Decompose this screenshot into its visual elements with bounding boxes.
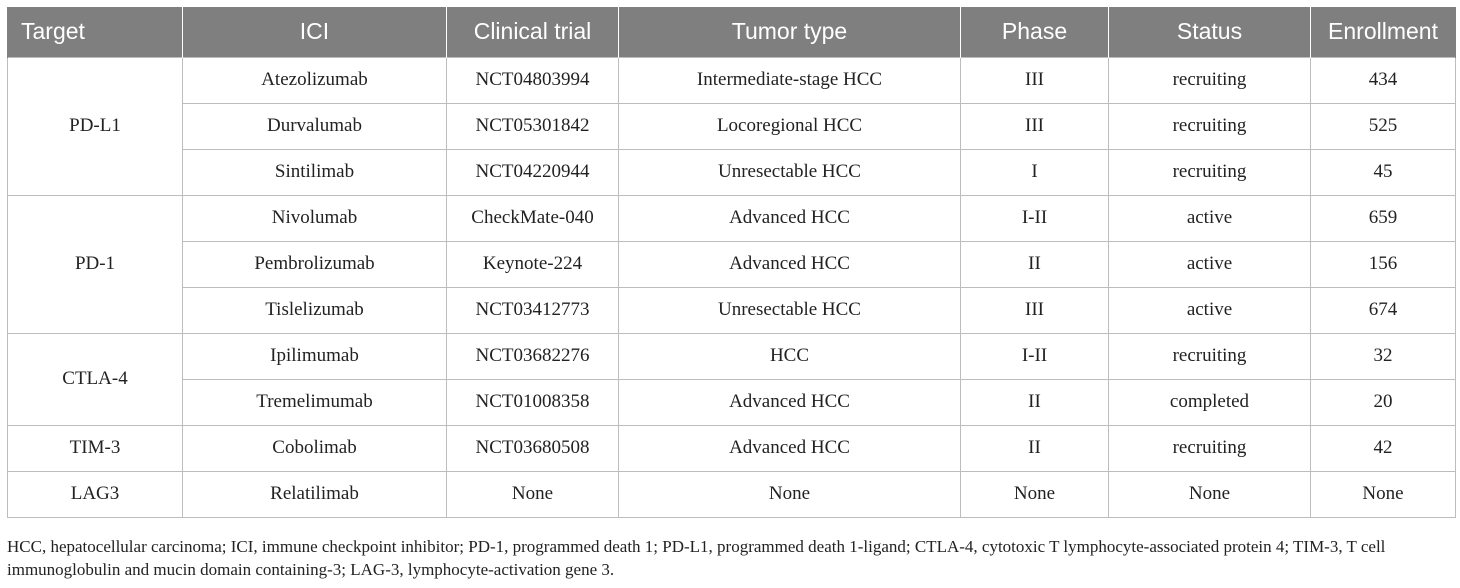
status-cell: active [1108,194,1311,242]
status-cell: active [1108,240,1311,288]
status-cell: recruiting [1108,56,1311,104]
column-header-phase: Phase [960,7,1109,57]
tumor-type-cell: Unresectable HCC [618,286,961,334]
tumor-type-cell: Locoregional HCC [618,102,961,150]
ici-cell: Atezolizumab [182,56,447,104]
target-cell: PD-L1 [7,56,183,196]
column-header-enrollment: Enrollment [1310,7,1456,57]
enrollment-cell: 32 [1310,332,1456,380]
table-row: PD-1 Nivolumab CheckMate-040 Advanced HCC I-… [7,194,1456,334]
column-header-target: Target [7,7,183,57]
ici-cell: Durvalumab [182,102,447,150]
ici-cell: Nivolumab [182,194,447,242]
clinical-trial-cell: NCT03412773 [446,286,619,334]
ici-cell: Tremelimumab [182,378,447,426]
tumor-type-cell: Advanced HCC [618,240,961,288]
clinical-trials-table: Target ICI Clinical trial Tumor type Phase St… [7,7,1456,518]
enrollment-cell: 42 [1310,424,1456,472]
table-row: LAG3 Relatilimab None None None None None [7,470,1456,518]
table-row: PD-L1 Atezolizumab NCT04803994 Intermediate… [7,56,1456,196]
tumor-type-cell: Advanced HCC [618,424,961,472]
target-cell: TIM-3 [7,424,183,472]
column-header-status: Status [1108,7,1311,57]
phase-cell: I [960,148,1109,196]
phase-cell: III [960,102,1109,150]
clinical-trial-cell: CheckMate-040 [446,194,619,242]
enrollment-cell: 659 [1310,194,1456,242]
phase-cell: II [960,378,1109,426]
enrollment-cell: 20 [1310,378,1456,426]
enrollment-cell: 156 [1310,240,1456,288]
enrollment-cell: 434 [1310,56,1456,104]
table-row: TIM-3 Cobolimab NCT03680508 Advanced HCC II r… [7,424,1456,472]
column-header-tumor-type: Tumor type [618,7,961,57]
header-row: Target ICI Clinical trial Tumor type Phase St… [7,7,1456,57]
table-row: Tremelimumab NCT01008358 Advanced HCC II com… [8,378,1456,426]
status-cell: recruiting [1108,424,1311,472]
target-cell: PD-1 [7,194,183,334]
clinical-trial-cell: NCT03680508 [446,424,619,472]
enrollment-cell: None [1310,470,1456,518]
tumor-type-cell: None [618,470,961,518]
status-cell: active [1108,286,1311,334]
table-header: Target ICI Clinical trial Tumor type Phase St… [7,7,1456,57]
ici-cell: Pembrolizumab [182,240,447,288]
target-cell: CTLA-4 [7,332,183,426]
phase-cell: II [960,424,1109,472]
enrollment-cell: 674 [1310,286,1456,334]
tumor-type-cell: HCC [618,332,961,380]
status-cell: recruiting [1108,332,1311,380]
clinical-trial-cell: Keynote-224 [446,240,619,288]
ici-cell: Relatilimab [182,470,447,518]
phase-cell: I-II [960,332,1109,380]
tumor-type-cell: Advanced HCC [618,194,961,242]
ici-cell: Cobolimab [182,424,447,472]
enrollment-cell: 525 [1310,102,1456,150]
ici-cell: Sintilimab [182,148,447,196]
clinical-trial-cell: NCT01008358 [446,378,619,426]
ici-cell: Tislelizumab [182,286,447,334]
status-cell: completed [1108,378,1311,426]
phase-cell: III [960,56,1109,104]
phase-cell: II [960,240,1109,288]
table-row: Tislelizumab NCT03412773 Unresectable HCC I… [8,286,1456,334]
clinical-trial-cell: NCT03682276 [446,332,619,380]
table-row: Durvalumab NCT05301842 Locoregional HCC III… [8,102,1456,150]
ici-cell: Ipilimumab [182,332,447,380]
phase-cell: III [960,286,1109,334]
table-row: CTLA-4 Ipilimumab NCT03682276 HCC I-II recrui… [7,332,1456,426]
target-cell: LAG3 [7,470,183,518]
table-row: Pembrolizumab Keynote-224 Advanced HCC II ac… [8,240,1456,288]
table-body: PD-L1 Atezolizumab NCT04803994 Intermediate… [7,56,1456,518]
clinical-trial-cell: NCT04220944 [446,148,619,196]
tumor-type-cell: Unresectable HCC [618,148,961,196]
status-cell: recruiting [1108,148,1311,196]
tumor-type-cell: Intermediate-stage HCC [618,56,961,104]
clinical-trial-cell: NCT05301842 [446,102,619,150]
phase-cell: None [960,470,1109,518]
enrollment-cell: 45 [1310,148,1456,196]
table-footnote: HCC, hepatocellular carcinoma; ICI, immu… [7,537,1386,579]
column-header-ici: ICI [182,7,447,57]
column-header-clinical-trial: Clinical trial [446,7,619,57]
clinical-trial-cell: NCT04803994 [446,56,619,104]
status-cell: None [1108,470,1311,518]
status-cell: recruiting [1108,102,1311,150]
phase-cell: I-II [960,194,1109,242]
tumor-type-cell: Advanced HCC [618,378,961,426]
clinical-trial-cell: None [446,470,619,518]
